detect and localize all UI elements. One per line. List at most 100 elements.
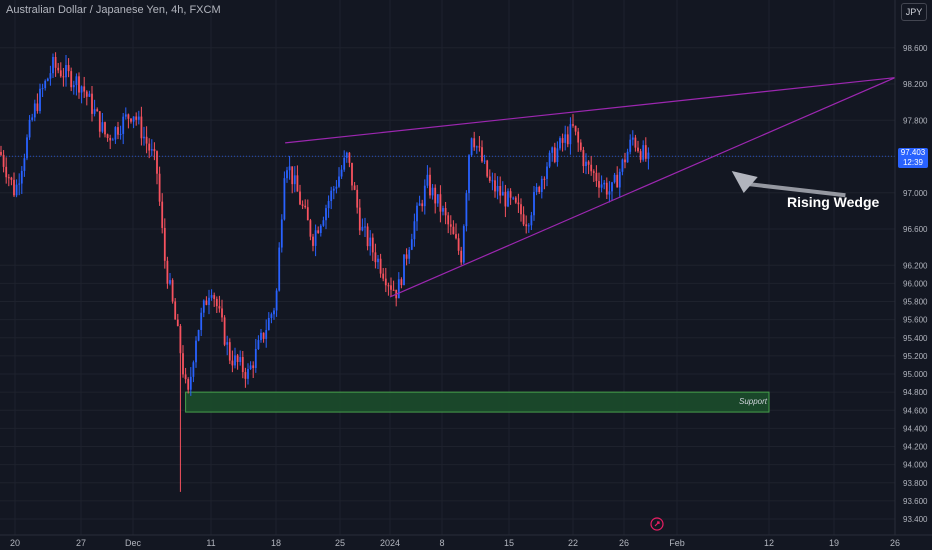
y-tick-label: 95.600 [903, 316, 928, 325]
candle-body [104, 122, 106, 135]
current-price-value: 97.403 [900, 148, 926, 157]
candle-body [293, 175, 296, 185]
candle-body [514, 197, 517, 203]
candle-body [592, 171, 595, 173]
candle-body [624, 159, 626, 163]
support-zone-rect [185, 391, 770, 413]
candle-body [78, 76, 80, 93]
candle-body [41, 88, 44, 90]
candle-body [403, 254, 405, 286]
candle-body [507, 191, 509, 207]
candle-body [488, 176, 491, 181]
y-tick-label: 98.200 [903, 80, 928, 89]
candle-body [208, 297, 210, 305]
candle-body [605, 182, 608, 195]
candle-body [226, 342, 229, 345]
candle-body [590, 164, 593, 172]
candle-body [348, 152, 351, 163]
candle-body [28, 119, 31, 138]
x-tick-label: 12 [764, 538, 774, 548]
candle-body [647, 152, 650, 159]
candle-body [306, 207, 309, 221]
candle-body [520, 204, 522, 215]
candle-body [319, 225, 322, 233]
candle-body [254, 349, 257, 368]
candle-body [124, 114, 127, 117]
candle-body [436, 194, 439, 204]
candle-body [13, 179, 15, 196]
price-axis[interactable]: 98.60098.20097.80097.40097.00096.60096.2… [894, 0, 928, 535]
candle-body [530, 215, 533, 226]
candle-body [117, 127, 119, 135]
wedge-arrow-shaft [747, 182, 846, 198]
candle-body [595, 172, 598, 182]
candle-body [353, 185, 356, 190]
candle-body [286, 170, 288, 179]
candle-body [218, 306, 221, 309]
y-tick-label: 95.200 [903, 352, 928, 361]
candle-body [59, 70, 62, 77]
candle-body [145, 136, 148, 144]
candle-body [85, 91, 88, 97]
candle-body [174, 301, 177, 320]
candle-body [10, 177, 13, 180]
candle-body [200, 312, 203, 330]
candle-body [7, 177, 10, 179]
candle-body [137, 116, 140, 120]
candle-body [608, 191, 611, 195]
candle-body [265, 330, 268, 339]
candle-body [387, 285, 390, 287]
x-tick-label: Feb [669, 538, 685, 548]
candle-body [486, 160, 489, 177]
candle-body [213, 295, 216, 299]
candle-body [439, 194, 442, 212]
candle-body [356, 189, 359, 208]
candle-body [491, 180, 494, 182]
candle-body [33, 103, 36, 118]
y-tick-label: 94.400 [903, 424, 928, 433]
candle-body [340, 169, 343, 177]
candle-body [332, 188, 335, 191]
candle-body [629, 139, 632, 152]
candle-body [525, 224, 528, 227]
candle-body [429, 174, 431, 196]
replay-icon[interactable] [650, 517, 664, 531]
candle-body [88, 93, 91, 97]
candle-body [228, 342, 231, 361]
y-tick-label: 95.400 [903, 334, 928, 343]
time-axis[interactable]: 20 27 Dec 11 18 25 2024 8 15 22 26 Feb 12 19 26 [0, 517, 932, 548]
candle-body [470, 138, 473, 156]
candle-body [462, 226, 465, 263]
candle-body [26, 137, 28, 159]
currency-button[interactable]: JPY [901, 3, 927, 21]
candle-body [187, 379, 190, 390]
candle-body [304, 205, 307, 208]
candle-body [171, 280, 174, 302]
candle-body [67, 65, 70, 72]
candle-body [405, 254, 408, 259]
candle-body [374, 252, 377, 263]
candle-body [202, 300, 205, 313]
candle-body [54, 56, 57, 68]
candle-body [46, 78, 49, 81]
candle-body [475, 146, 478, 148]
candle-body [556, 148, 559, 162]
candle-body [621, 159, 624, 172]
candle-body [371, 237, 374, 253]
candle-body [215, 298, 218, 307]
candle-body [527, 225, 530, 227]
candle-body [166, 260, 169, 284]
candle-body [496, 185, 499, 192]
candle-body [184, 374, 187, 380]
x-tick-label: 26 [619, 538, 629, 548]
candle-body [639, 151, 642, 160]
candle-body [598, 181, 600, 188]
candles [0, 52, 650, 492]
y-tick-label: 97.800 [903, 116, 928, 125]
candle-body [262, 332, 265, 339]
candle-body [587, 161, 590, 165]
candle-body [267, 317, 270, 331]
candle-body [522, 214, 525, 225]
